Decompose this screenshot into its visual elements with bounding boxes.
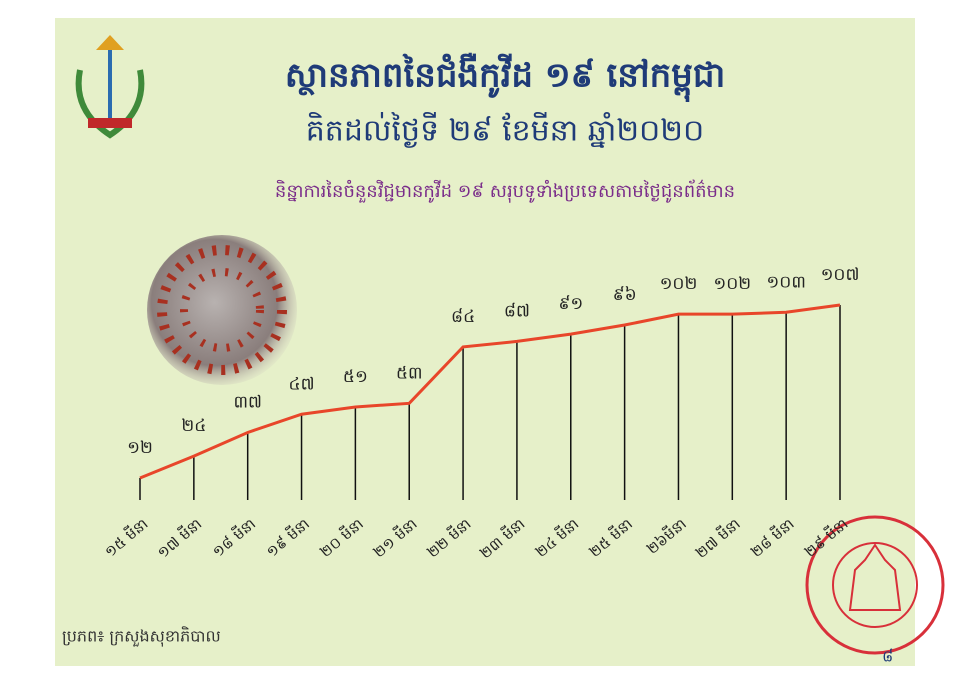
page-number: ៨ — [882, 647, 893, 666]
stamp — [805, 515, 945, 655]
value-label: ៣៧ — [233, 392, 261, 412]
value-label: ១២ — [127, 438, 153, 458]
value-label: ៨៤ — [451, 307, 475, 327]
virus-image — [147, 235, 297, 385]
value-label: ១០៣ — [766, 272, 805, 292]
value-label: ៩១ — [558, 294, 583, 314]
value-label: ៥១ — [343, 367, 368, 387]
value-label: ១០២ — [713, 274, 751, 294]
value-label: ៥៣ — [396, 363, 423, 383]
chart-title: ស្ថានភាពនៃជំងឺកូវីដ ១៩ នៅកម្ពុជា — [285, 53, 725, 103]
source: ប្រភព៖ ក្រសួងសុខាភិបាល — [62, 626, 221, 648]
line — [139, 303, 841, 480]
value-label: ២៤ — [181, 416, 206, 436]
value-label: ៨៧ — [504, 301, 530, 321]
value-label: ៩៦ — [613, 285, 637, 305]
chart-subtitle: គិតដល់ថ្ងៃទី ២៩ ខែមីនា ឆ្នាំ២០២០ — [306, 112, 704, 149]
value-label: ១០៧ — [821, 265, 860, 285]
logo — [75, 35, 145, 139]
value-label: ៤៧ — [289, 374, 315, 394]
chart-description: និន្នាការនៃចំនួនវិជ្ជមានកូវីដ ១៩ សរុបទូទ… — [275, 179, 735, 203]
value-label: ១០២ — [660, 274, 698, 294]
